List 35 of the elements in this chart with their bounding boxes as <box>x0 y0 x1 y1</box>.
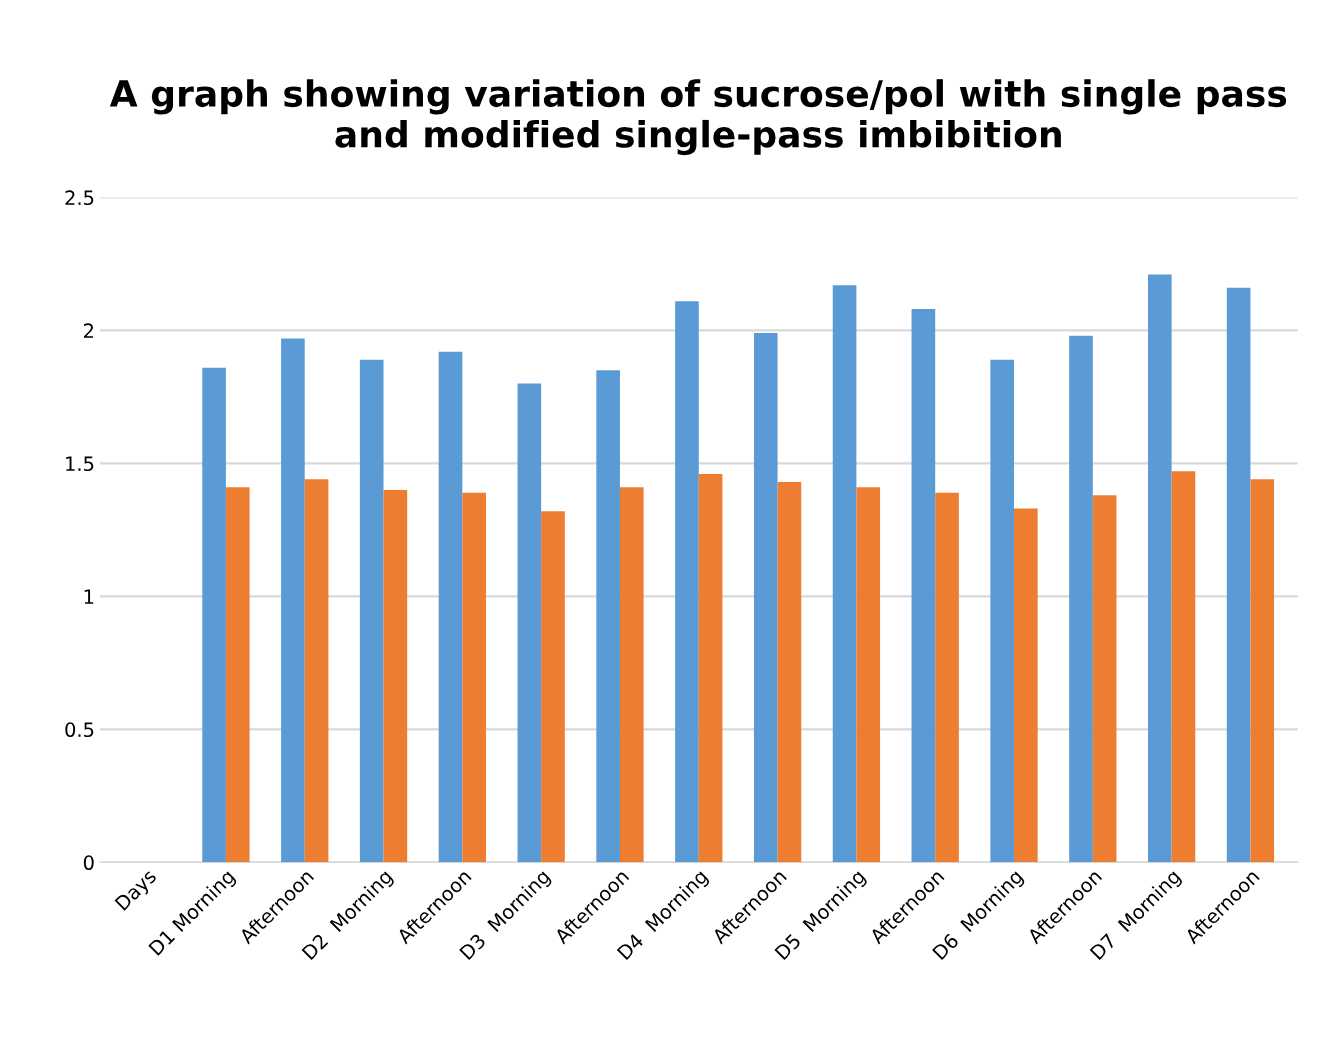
bar <box>202 367 226 863</box>
bar <box>698 474 723 863</box>
bar <box>832 285 857 863</box>
bar <box>777 482 802 863</box>
bar <box>911 309 936 863</box>
y-tick-label: 2 <box>84 323 94 338</box>
bar <box>1147 274 1172 863</box>
bar <box>619 487 644 863</box>
bar <box>935 492 959 863</box>
y-tick-label: 2.5 <box>65 190 94 206</box>
bar <box>438 351 463 863</box>
bar <box>990 359 1015 863</box>
y-tick-label: 1.5 <box>66 456 94 472</box>
bar <box>541 511 565 863</box>
bar <box>1226 287 1251 863</box>
bar <box>1250 479 1275 863</box>
bar <box>1069 335 1093 863</box>
bar <box>675 301 699 863</box>
bar <box>462 492 486 863</box>
bar <box>856 487 881 863</box>
y-tick-label: 0 <box>83 855 94 871</box>
bar <box>596 370 620 863</box>
bar <box>304 479 329 863</box>
bar <box>517 383 542 863</box>
bar <box>359 359 384 863</box>
bar <box>1171 471 1196 863</box>
bar <box>1092 495 1117 863</box>
bar <box>225 487 250 863</box>
bar <box>1014 508 1038 863</box>
chart-title: A graph showing variation of sucrose/pol with single pass and modified single-pass imbibition <box>109 79 1287 156</box>
y-tick-label: 1 <box>84 589 94 604</box>
y-tick-label: 0.5 <box>65 722 94 738</box>
bar <box>753 333 778 863</box>
bar <box>281 338 305 863</box>
bar <box>383 489 408 863</box>
